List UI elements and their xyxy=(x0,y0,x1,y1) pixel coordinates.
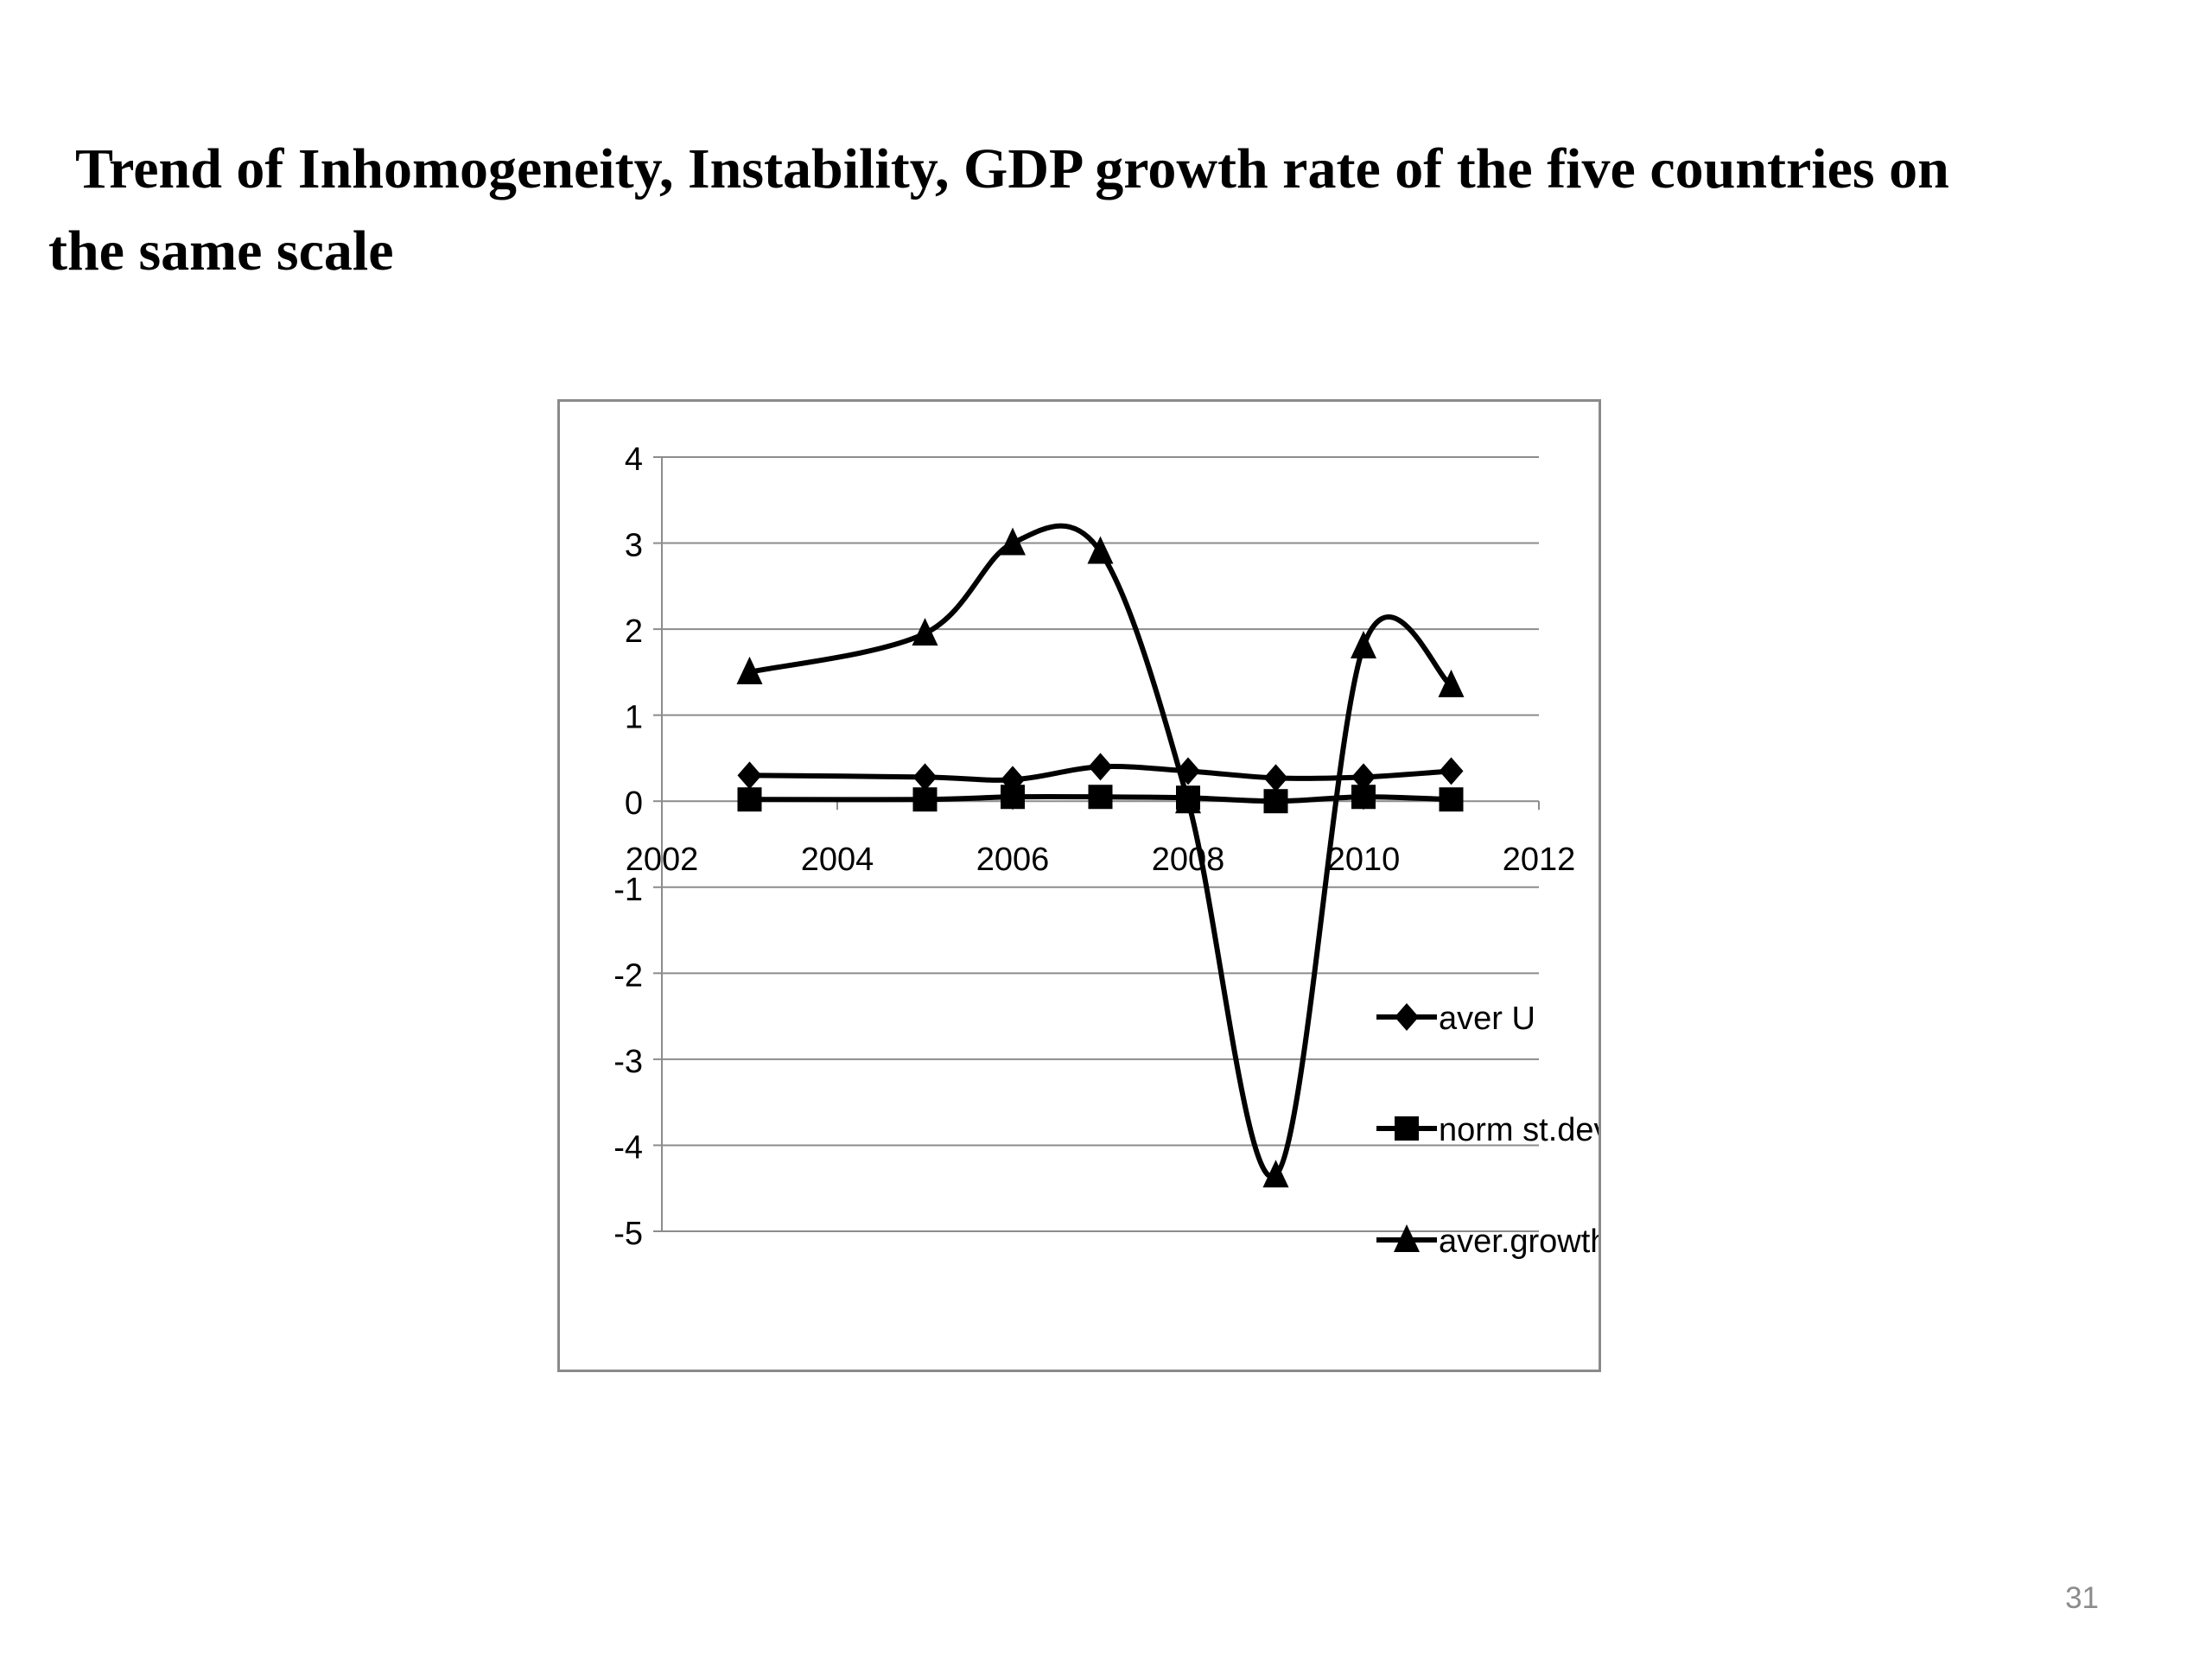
legend-label-norm-st-dev: norm st.dev. xyxy=(1439,1112,1599,1148)
y-tick-label: 4 xyxy=(625,442,643,478)
gridlines xyxy=(662,456,1539,1232)
y-tick-label: -3 xyxy=(613,1044,643,1080)
data-point-norm-st-dev xyxy=(1088,785,1113,810)
slide-title: Trend of Inhomogeneity, Instability, GDP… xyxy=(48,128,2157,292)
data-point-aver-u xyxy=(1351,763,1376,791)
y-tick-label: 2 xyxy=(625,613,643,650)
y-tick-label: 3 xyxy=(625,528,643,564)
series-markers xyxy=(736,527,1465,1188)
chart-frame: 4 3 2 1 0 -1 -2 -3 -4 -5 2002 2004 2006 2008 2010 2012 … xyxy=(557,399,1601,1372)
data-point-aver-growth xyxy=(1087,536,1114,564)
y-tick-label: -4 xyxy=(613,1129,643,1166)
y-tick-label: -1 xyxy=(613,872,643,908)
y-tick-label: -5 xyxy=(613,1216,643,1252)
data-point-aver-growth xyxy=(1175,785,1201,814)
data-point-aver-u xyxy=(1088,753,1113,781)
data-point-aver-u xyxy=(1176,757,1200,785)
data-point-aver-growth xyxy=(1438,669,1465,697)
data-point-aver-growth xyxy=(1351,631,1376,659)
legend-marker-aver-growth xyxy=(1394,1224,1420,1252)
x-tick-label: 2008 xyxy=(1152,842,1225,878)
data-point-norm-st-dev xyxy=(1263,789,1288,814)
data-point-aver-u xyxy=(1263,764,1288,792)
data-point-aver-u xyxy=(912,763,938,791)
legend-label-aver-growth: aver.growth xyxy=(1439,1224,1599,1260)
data-point-aver-growth xyxy=(912,618,938,646)
data-point-aver-growth xyxy=(736,656,763,684)
x-tick-label: 2012 xyxy=(1503,842,1576,878)
series-line-aver-growth xyxy=(748,523,1453,1180)
y-tick-label: -2 xyxy=(613,957,643,994)
x-tick-label: 2010 xyxy=(1327,842,1401,878)
data-point-aver-growth xyxy=(1262,1160,1289,1188)
slide-title-line-2: the same scale xyxy=(48,219,394,283)
x-tick-label: 2002 xyxy=(626,842,699,878)
legend-marker-norm-st-dev xyxy=(1395,1116,1419,1141)
data-point-aver-u xyxy=(1439,757,1464,785)
data-point-aver-u xyxy=(1001,766,1025,794)
slide-title-line-1: Trend of Inhomogeneity, Instability, GDP… xyxy=(75,137,1949,200)
legend-marker-aver-u xyxy=(1395,1003,1419,1031)
data-point-aver-growth xyxy=(1000,527,1026,556)
x-tick-label: 2006 xyxy=(976,842,1050,878)
legend-label-aver-u: aver U xyxy=(1439,1001,1535,1037)
data-point-norm-st-dev xyxy=(1001,785,1025,810)
legend: aver U norm st.dev. aver.growth xyxy=(1376,1001,1599,1260)
data-point-norm-st-dev xyxy=(1351,785,1376,810)
data-point-norm-st-dev xyxy=(1439,787,1464,812)
data-point-norm-st-dev xyxy=(912,787,938,812)
data-point-aver-u xyxy=(737,761,762,790)
x-tick-label: 2004 xyxy=(801,842,874,878)
axes: 4 3 2 1 0 -1 -2 -3 -4 -5 2002 2004 2006 2008 2010 2012 xyxy=(613,442,1575,1252)
data-point-norm-st-dev xyxy=(737,787,762,812)
page-number: 31 xyxy=(2065,1581,2099,1615)
y-tick-label: 0 xyxy=(625,785,643,822)
y-tick-label: 1 xyxy=(625,700,643,736)
